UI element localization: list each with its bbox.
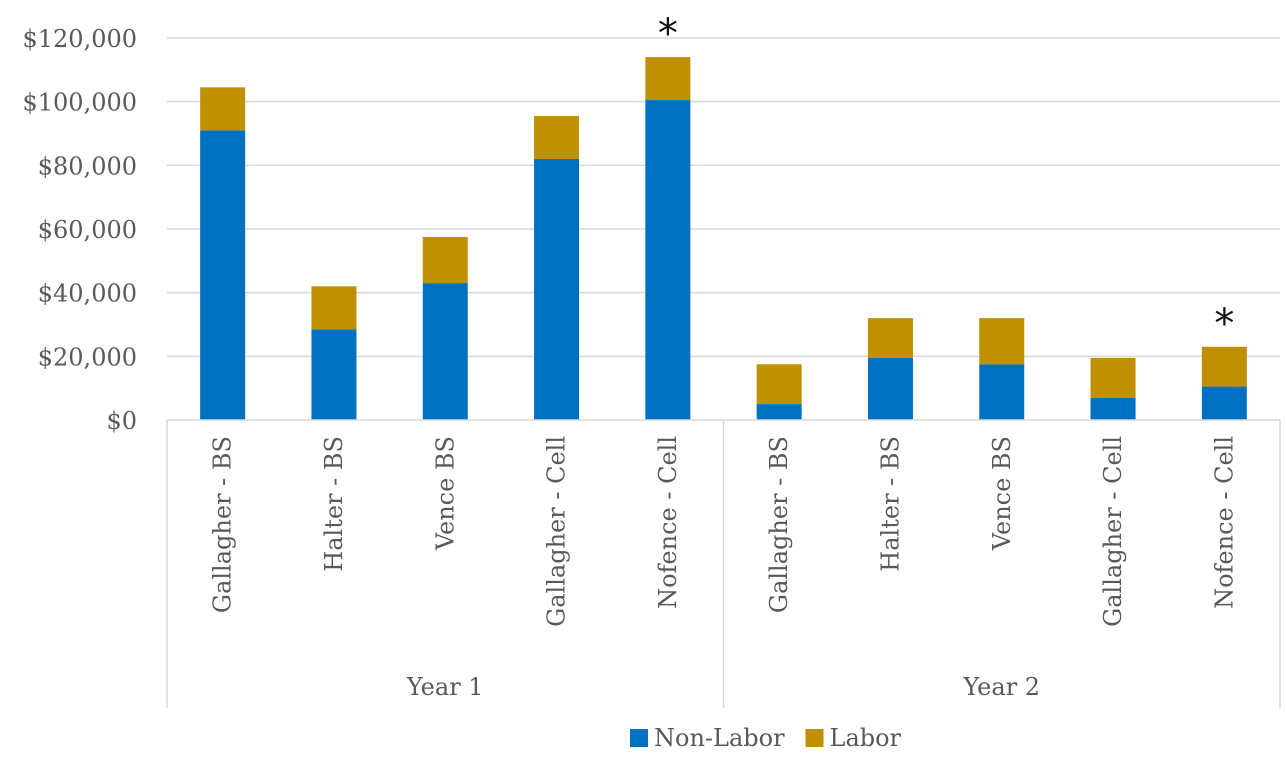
bar-non-labor <box>534 158 580 420</box>
bar-non-labor <box>645 100 691 420</box>
y-tick-label: $0 <box>106 407 137 435</box>
bar-non-labor <box>422 283 468 420</box>
bar-non-labor <box>1090 397 1136 420</box>
bar-non-labor <box>200 130 246 421</box>
x-tick-label: Gallagher - Cell <box>543 436 571 627</box>
x-tick-label: Gallagher - Cell <box>1099 436 1127 627</box>
bar-labor <box>867 318 913 358</box>
bar-non-labor <box>311 329 357 420</box>
bars <box>200 57 1247 421</box>
y-tick-label: $120,000 <box>22 25 137 53</box>
y-tick-label: $60,000 <box>38 216 137 244</box>
x-tick-label: Halter - BS <box>876 436 904 572</box>
bar-labor <box>534 115 580 159</box>
bar-labor <box>1090 357 1136 398</box>
bar-labor <box>979 318 1025 365</box>
bar-labor <box>200 87 246 131</box>
x-tick-label: Gallagher - BS <box>765 436 793 613</box>
annotation-asterisk: * <box>1214 301 1234 347</box>
x-tick-label: Nofence - Cell <box>1210 436 1238 609</box>
legend-swatch-labor <box>805 729 824 747</box>
bar-labor <box>311 286 357 330</box>
y-tick-label: $100,000 <box>22 89 137 117</box>
legend-label-labor: Labor <box>830 724 902 752</box>
x-axis: Gallagher - BS Halter - BS Vence BS Gallagh… <box>166 419 1281 708</box>
bar-non-labor <box>756 404 802 420</box>
bar-non-labor <box>1201 386 1247 420</box>
bar-non-labor <box>979 364 1025 420</box>
y-tick-label: $80,000 <box>38 152 137 180</box>
group-label: Year 1 <box>406 673 484 701</box>
bar-labor <box>756 364 802 405</box>
x-tick-label: Halter - BS <box>320 436 348 572</box>
group-label: Year 2 <box>962 673 1040 701</box>
bar-labor <box>1201 346 1247 387</box>
x-tick-label: Vence BS <box>431 436 459 551</box>
annotation-asterisk: * <box>658 11 678 57</box>
x-tick-label: Gallagher - BS <box>209 436 237 613</box>
bar-labor <box>645 57 691 101</box>
legend-label-non-labor: Non-Labor <box>654 724 785 752</box>
x-tick-label: Nofence - Cell <box>654 436 682 609</box>
bar-labor <box>422 236 468 284</box>
x-tick-label: Vence BS <box>988 436 1016 551</box>
legend: Non-Labor Labor <box>630 724 902 752</box>
legend-swatch-non-labor <box>630 729 648 747</box>
y-axis-ticks: $0 $20,000 $40,000 $60,000 $80,000 $100,000 $1… <box>22 25 137 435</box>
annotations: ** <box>658 11 1235 347</box>
y-tick-label: $20,000 <box>38 343 137 371</box>
bar-non-labor <box>867 357 913 420</box>
y-tick-label: $40,000 <box>38 280 137 308</box>
